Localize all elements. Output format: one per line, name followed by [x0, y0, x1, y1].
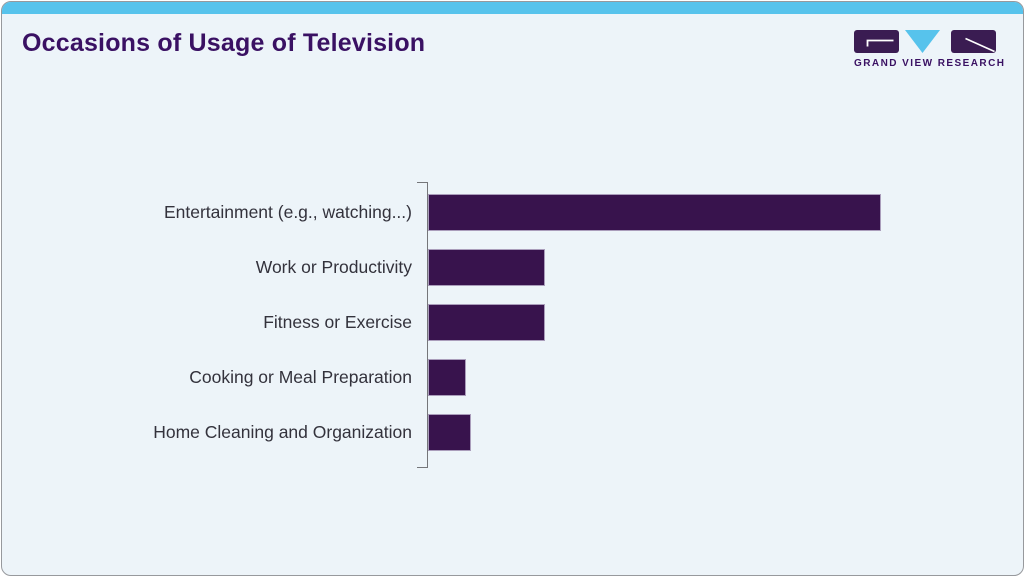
chart-row: Work or Productivity [2, 249, 1023, 286]
category-label: Home Cleaning and Organization [153, 422, 412, 442]
chart-row: Cooking or Meal Preparation [2, 359, 1023, 396]
chart-row: Entertainment (e.g., watching...) [2, 194, 1023, 231]
category-label: Fitness or Exercise [263, 312, 412, 332]
y-axis-line [427, 182, 428, 468]
top-accent-strip [2, 2, 1023, 14]
grand-view-research-logo: GRAND VIEW RESEARCH [854, 30, 1006, 69]
logo-wordmark: GRAND VIEW RESEARCH [854, 58, 1006, 69]
bar-chart: Entertainment (e.g., watching...) Work or… [2, 182, 1023, 468]
chart-row: Home Cleaning and Organization [2, 414, 1023, 451]
bar [428, 194, 881, 231]
chart-row: Fitness or Exercise [2, 304, 1023, 341]
bar [428, 359, 466, 396]
axis-tick-top [417, 182, 427, 183]
bar [428, 249, 545, 286]
bar [428, 304, 545, 341]
axis-tick-bottom [417, 467, 427, 468]
gvr-logo-icon [854, 30, 996, 53]
category-label: Work or Productivity [255, 257, 412, 277]
bar [428, 414, 471, 451]
chart-title: Occasions of Usage of Television [22, 29, 426, 57]
category-label: Entertainment (e.g., watching...) [163, 202, 412, 222]
category-label: Cooking or Meal Preparation [189, 367, 412, 387]
